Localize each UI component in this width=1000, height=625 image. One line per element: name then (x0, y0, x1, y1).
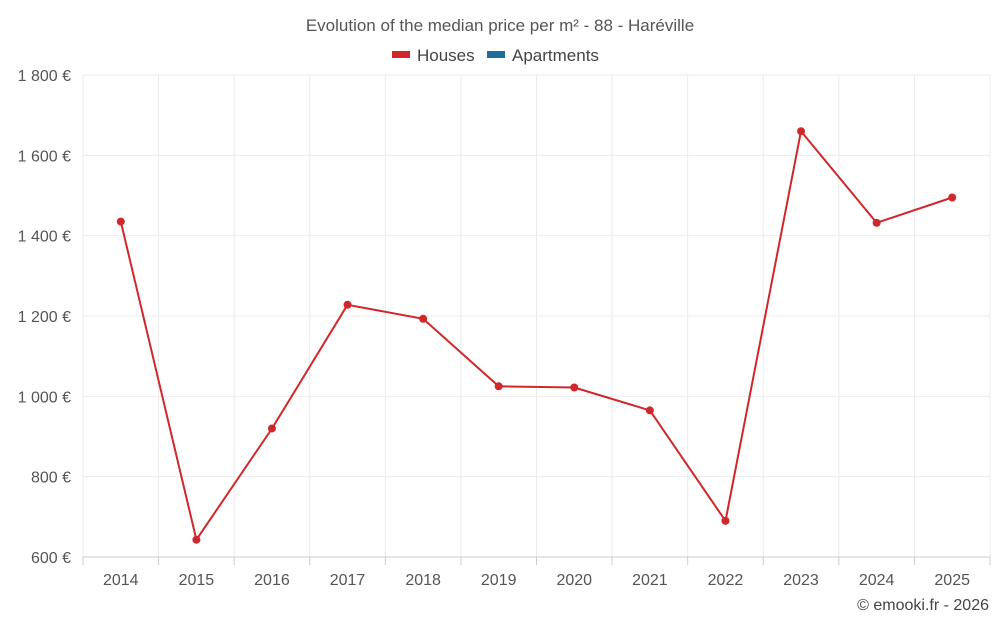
data-point[interactable] (948, 193, 957, 202)
legend-label-houses: Houses (417, 46, 475, 65)
legend-label-apartments: Apartments (512, 46, 599, 65)
y-tick-label: 600 € (31, 550, 71, 567)
y-tick-label: 1 800 € (18, 68, 71, 85)
data-point[interactable] (343, 300, 352, 309)
series-layer (116, 127, 957, 544)
data-point[interactable] (797, 127, 806, 136)
x-tick-label: 2021 (632, 572, 668, 589)
x-tick-label: 2017 (330, 572, 366, 589)
legend-swatch-apartments (487, 51, 505, 58)
y-tick-label: 1 400 € (18, 229, 71, 246)
data-point[interactable] (192, 535, 201, 544)
legend-item-houses[interactable]: Houses (392, 46, 475, 65)
x-tick-label: 2018 (405, 572, 441, 589)
data-point[interactable] (419, 314, 428, 323)
data-point[interactable] (267, 424, 276, 433)
x-tick-label: 2014 (103, 572, 139, 589)
y-tick-label: 800 € (31, 470, 71, 487)
data-point[interactable] (494, 382, 503, 391)
y-tick-label: 1 000 € (18, 389, 71, 406)
legend-swatch-houses (392, 51, 410, 58)
x-tick-label: 2020 (556, 572, 592, 589)
credit-text: © emooki.fr - 2026 (857, 597, 989, 614)
x-tick-label: 2023 (783, 572, 819, 589)
x-tick-label: 2022 (708, 572, 744, 589)
series-line-houses (119, 130, 953, 541)
x-tick-label: 2016 (254, 572, 290, 589)
x-tick-label: 2025 (934, 572, 970, 589)
axis-layer: 600 € 800 € 1 000 € 1 200 € 1 400 € 1 600 € 1 … (18, 68, 991, 589)
data-point[interactable] (570, 383, 579, 392)
y-tick-label: 1 600 € (18, 148, 71, 165)
data-point[interactable] (116, 217, 125, 226)
data-point[interactable] (721, 516, 730, 525)
x-tick-label: 2019 (481, 572, 517, 589)
chart-title: Evolution of the median price per m² - 8… (306, 16, 694, 35)
y-tick-label: 1 200 € (18, 309, 71, 326)
data-point[interactable] (872, 218, 881, 227)
legend-item-apartments[interactable]: Apartments (487, 46, 599, 65)
data-point[interactable] (645, 406, 654, 415)
grid-layer (82, 74, 991, 557)
x-tick-label: 2015 (179, 572, 215, 589)
x-tick-label: 2024 (859, 572, 895, 589)
legend: Houses Apartments (392, 46, 599, 65)
